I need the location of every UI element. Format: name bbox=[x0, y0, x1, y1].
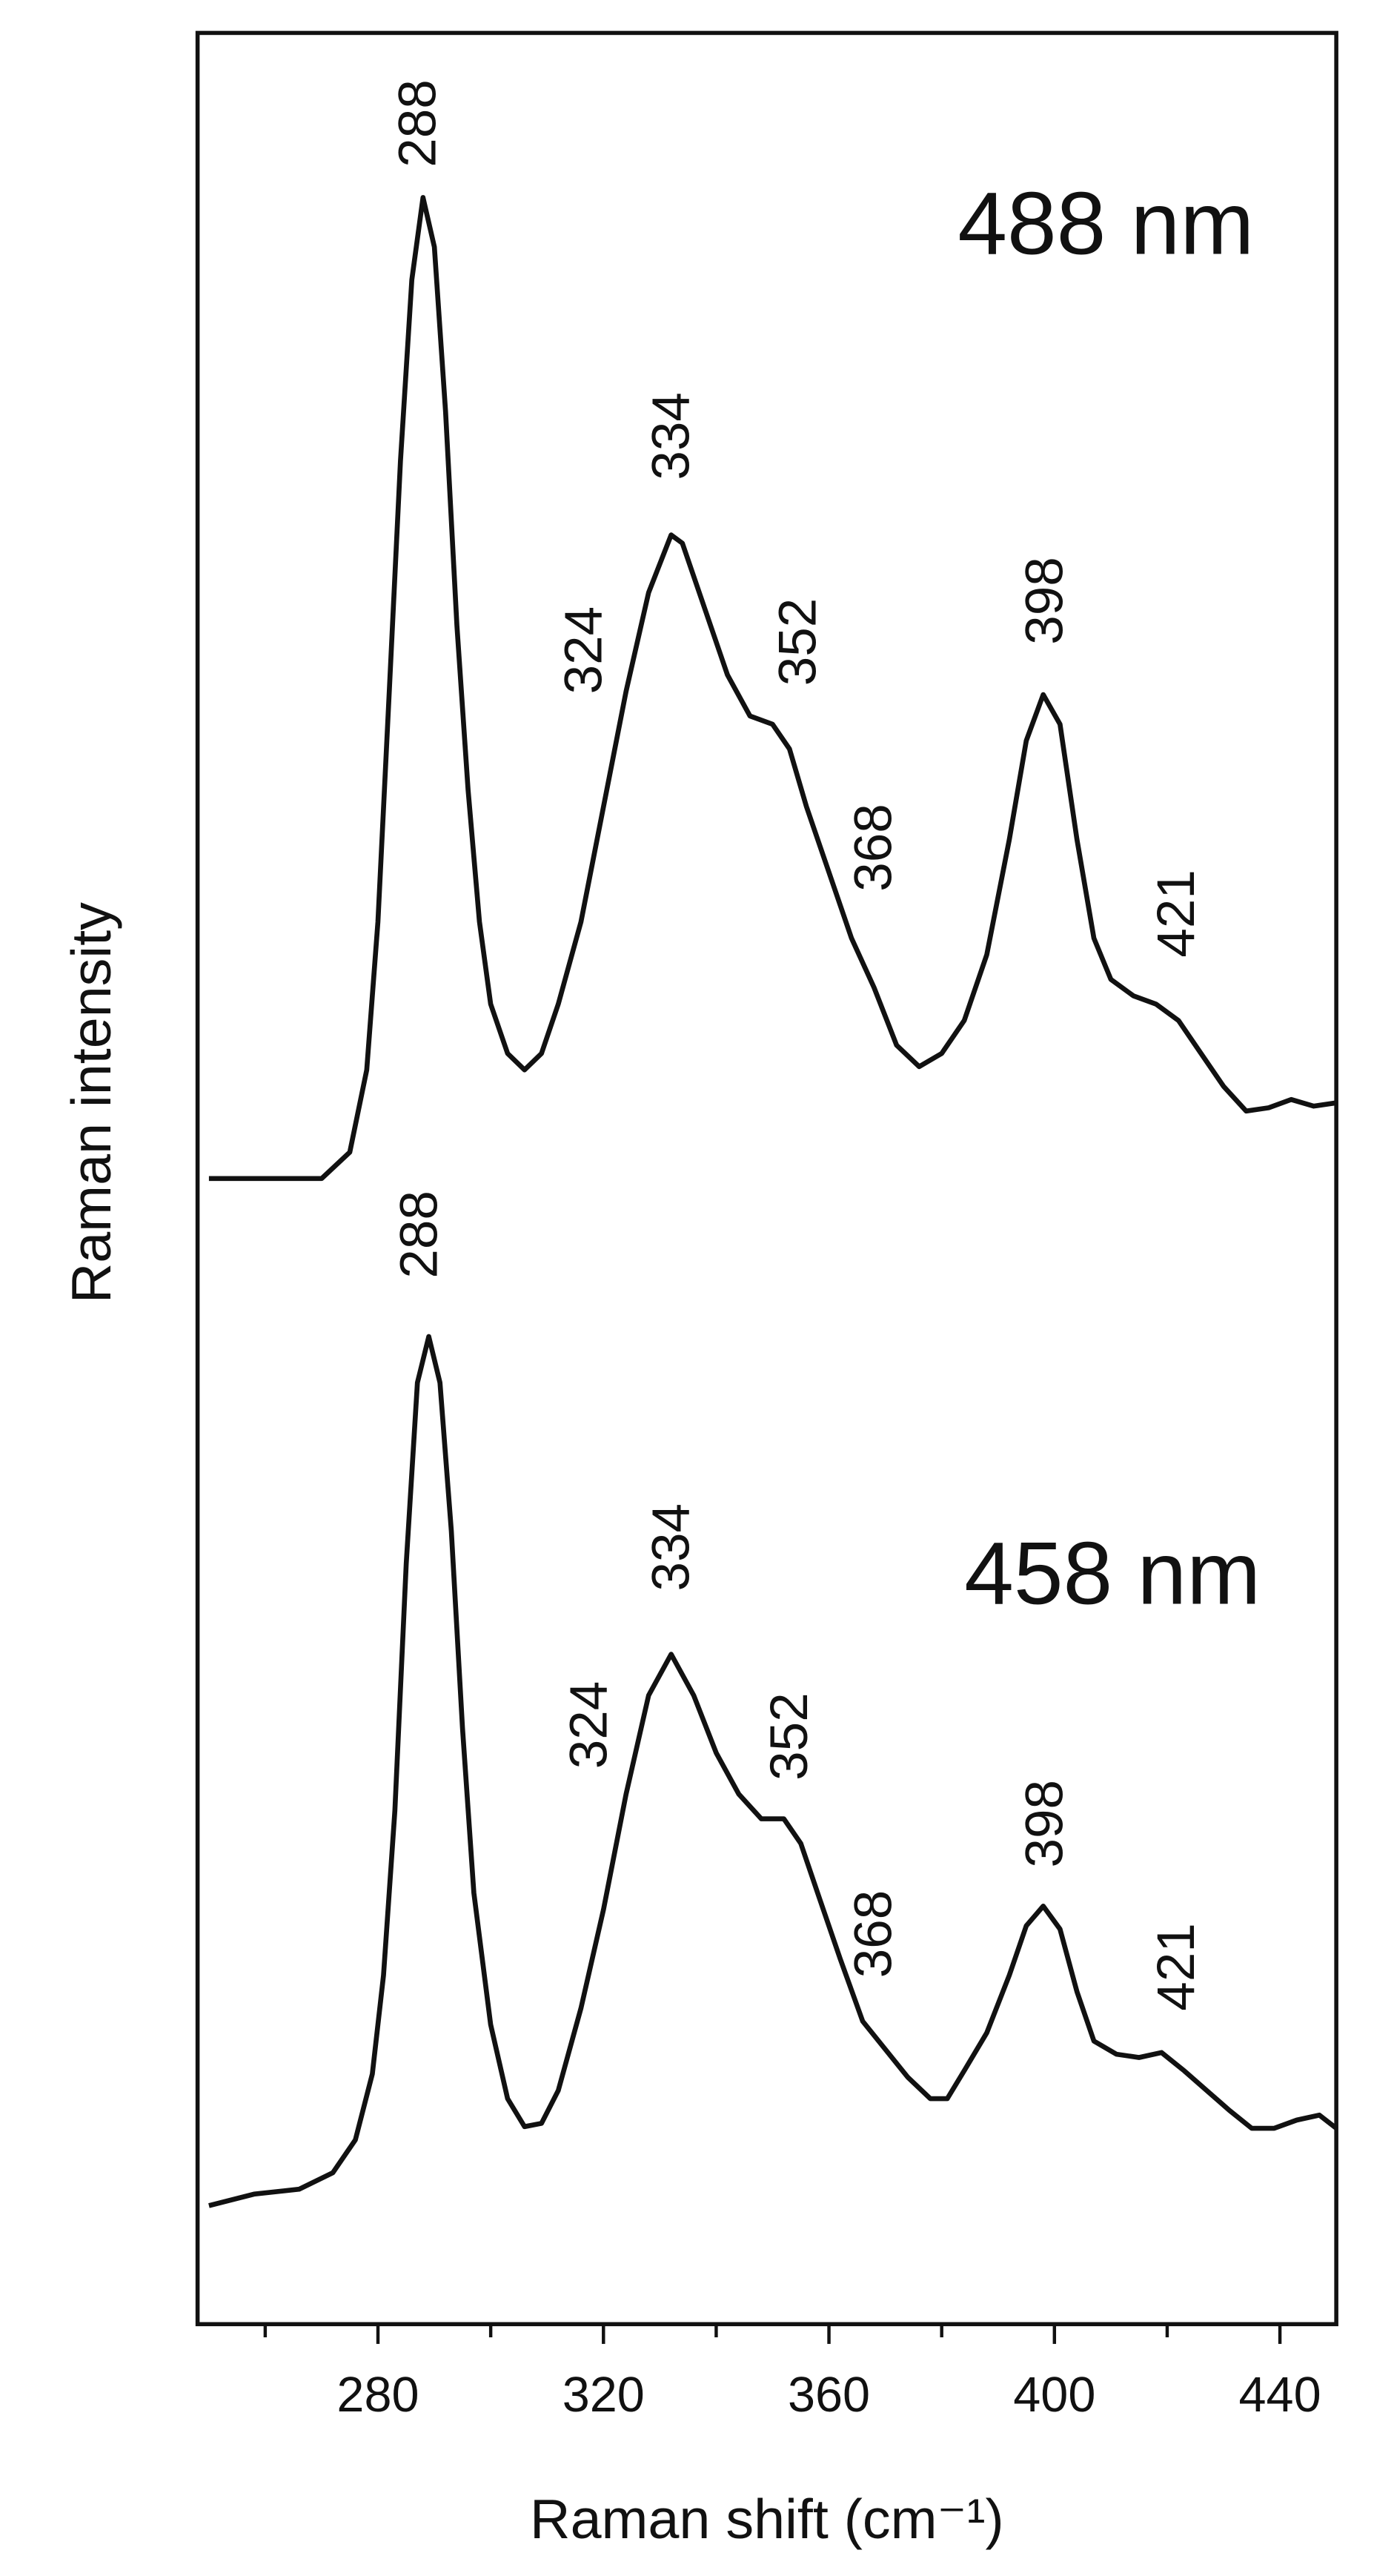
x-tick-label: 360 bbox=[788, 2368, 870, 2423]
peak-label: 421 bbox=[1147, 1923, 1206, 2011]
spectrum-line bbox=[208, 195, 1337, 1182]
peak-label: 421 bbox=[1147, 870, 1206, 958]
series-label: 488 nm bbox=[957, 174, 1254, 274]
peak-label: 352 bbox=[760, 1692, 819, 1781]
x-tick-label: 320 bbox=[562, 2368, 645, 2423]
peak-label: 288 bbox=[391, 1191, 449, 1279]
spectrum-line bbox=[208, 1334, 1338, 2208]
peak-label: 288 bbox=[388, 79, 447, 168]
peak-label: 334 bbox=[642, 392, 700, 480]
x-tick-label: 440 bbox=[1239, 2368, 1321, 2423]
peak-label: 398 bbox=[1015, 1780, 1074, 1868]
peak-label: 324 bbox=[555, 606, 614, 695]
x-tick-label: 400 bbox=[1013, 2368, 1095, 2423]
peak-label: 352 bbox=[769, 598, 827, 686]
x-tick-label: 280 bbox=[336, 2368, 419, 2423]
peak-label: 368 bbox=[844, 1890, 903, 1979]
peak-label: 334 bbox=[642, 1503, 700, 1592]
series-label: 458 nm bbox=[964, 1523, 1261, 1623]
x-axis-label: Raman shift (cm⁻¹) bbox=[530, 2488, 1004, 2550]
peak-label: 324 bbox=[560, 1681, 618, 1769]
peak-label: 398 bbox=[1015, 557, 1074, 645]
peak-label: 368 bbox=[844, 804, 903, 892]
plot-frame bbox=[195, 30, 1338, 2327]
y-axis-label: Raman intensity bbox=[60, 902, 122, 1303]
